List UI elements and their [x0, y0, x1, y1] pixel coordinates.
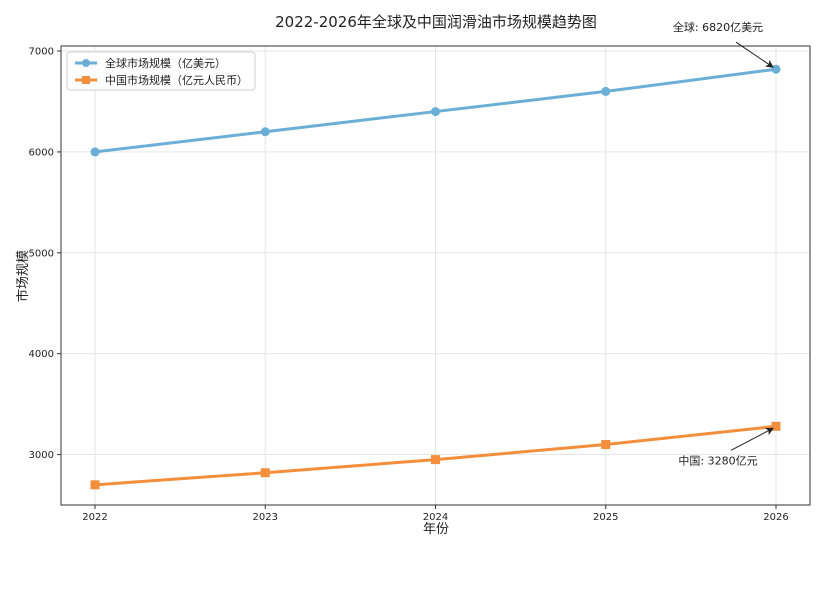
data-point-1	[771, 421, 781, 431]
series-layer	[90, 64, 781, 490]
x-tick-label: 2026	[763, 512, 788, 523]
y-tick-label: 3000	[29, 450, 54, 461]
data-point-0	[260, 127, 270, 137]
annotation-label: 全球: 6820亿美元	[673, 20, 763, 34]
legend-marker-1	[82, 76, 90, 84]
x-tick-label: 2023	[253, 512, 278, 523]
y-tick-label: 5000	[29, 248, 54, 259]
x-tick-label: 2025	[593, 512, 618, 523]
data-point-1	[260, 468, 270, 478]
data-point-0	[90, 147, 100, 157]
data-point-1	[431, 455, 440, 465]
legend-label-1: 中国市场规模（亿元人民币）	[105, 73, 248, 87]
data-point-0	[601, 86, 611, 96]
data-point-1	[90, 480, 100, 490]
grid-lines	[61, 46, 810, 505]
y-axis-label: 市场规模	[15, 250, 31, 302]
y-tick-label: 7000	[29, 47, 54, 58]
x-axis: 2022 2023 2024 2025 2026	[82, 505, 789, 523]
data-point-0	[431, 107, 440, 117]
y-tick-label: 6000	[29, 147, 54, 158]
legend-label-0: 全球市场规模（亿美元）	[105, 56, 226, 70]
chart-title: 2022-2026年全球及中国润滑油市场规模趋势图	[275, 13, 597, 31]
x-tick-label: 2022	[82, 512, 107, 523]
annotation-arrow	[735, 41, 774, 68]
annotation-arrow	[730, 427, 774, 451]
data-point-1	[601, 439, 611, 449]
data-point-0	[771, 64, 781, 74]
y-axis: 3000 4000 5000 6000 7000	[29, 47, 61, 461]
legend-box	[66, 51, 256, 91]
x-axis-label: 年份	[423, 522, 449, 537]
legend: 全球市场规模（亿美元） 中国市场规模（亿元人民币）	[66, 51, 256, 91]
x-tick-label: 2024	[423, 512, 448, 523]
y-tick-label: 4000	[29, 349, 54, 360]
legend-marker-0	[82, 59, 90, 67]
annotation-label: 中国: 3280亿元	[678, 454, 757, 467]
